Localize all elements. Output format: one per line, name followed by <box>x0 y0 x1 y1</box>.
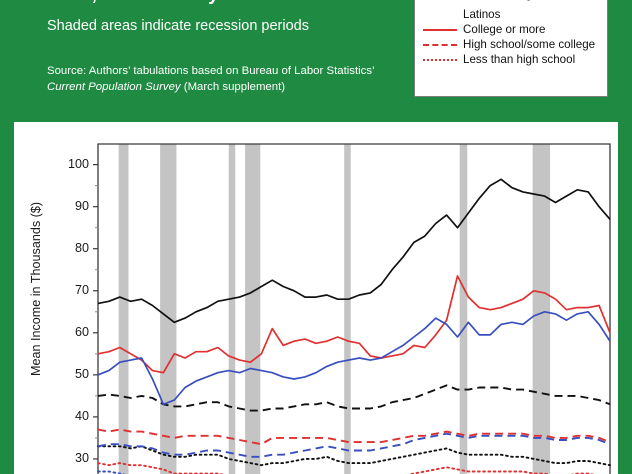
recession-band <box>344 144 351 474</box>
legend-swatch-dotted-icon <box>423 0 457 1</box>
recession-band <box>245 144 261 474</box>
recession-band <box>532 144 551 474</box>
recession-band <box>118 144 129 474</box>
legend-group-latinos: Latinos College or more High school/some c… <box>423 7 599 67</box>
y-tick-label: 70 <box>74 282 89 297</box>
source-note: Source: Authors’ tabulations based on Bu… <box>47 63 397 95</box>
recession-band <box>160 144 177 474</box>
series-line <box>97 310 611 406</box>
series-line <box>97 432 611 458</box>
y-tick-label: 40 <box>74 408 89 423</box>
y-tick-label: 60 <box>74 324 89 339</box>
series-line <box>97 428 611 446</box>
source-prefix: Source: Authors’ tabulations based on Bu… <box>47 65 375 77</box>
legend-swatch-solid-icon <box>423 24 457 36</box>
source-italic: Current Population Survey <box>47 81 181 93</box>
recession-band <box>228 144 236 474</box>
series-line <box>97 462 595 474</box>
legend-item[interactable]: High school/some college <box>423 37 599 52</box>
legend-swatch-dashed-icon <box>423 39 457 51</box>
legend-item[interactable]: Less than high school <box>423 52 599 67</box>
axis-frame <box>97 143 611 474</box>
legend-item[interactable]: College or more <box>423 22 599 37</box>
y-tick-label: 50 <box>74 366 89 381</box>
figure-subtitle: Shaded areas indicate recession periods <box>47 18 309 34</box>
legend-item-label: Less than high school <box>463 0 575 2</box>
page-title: Race, and Ethnicity <box>47 0 219 6</box>
legend-group-title: Latinos <box>463 8 501 21</box>
chart-svg <box>93 143 611 474</box>
recession-band <box>459 144 468 474</box>
plot-area: Mean Income in Thousands ($) 20304050607… <box>14 122 618 474</box>
figure-header: Race, and Ethnicity Shaded areas indicat… <box>0 0 632 122</box>
series-line <box>97 445 611 467</box>
y-tick-label: 90 <box>74 198 89 213</box>
chart-panel: Mean Income in Thousands ($) 20304050607… <box>14 122 618 474</box>
legend-item-label: Less than high school <box>463 52 576 66</box>
y-tick-label: 30 <box>74 450 89 465</box>
legend-item[interactable]: Less than high school <box>423 0 599 2</box>
y-tick-label: 80 <box>74 240 89 255</box>
legend-item-label: College or more <box>463 22 546 36</box>
series-line <box>97 384 611 412</box>
source-suffix: (March supplement) <box>180 81 286 93</box>
legend-item-label: High school/some college <box>463 37 596 51</box>
legend-swatch-dotted-icon <box>423 54 457 66</box>
series-line <box>97 275 611 374</box>
y-tick-label: 100 <box>67 156 89 171</box>
series-line <box>97 178 611 324</box>
